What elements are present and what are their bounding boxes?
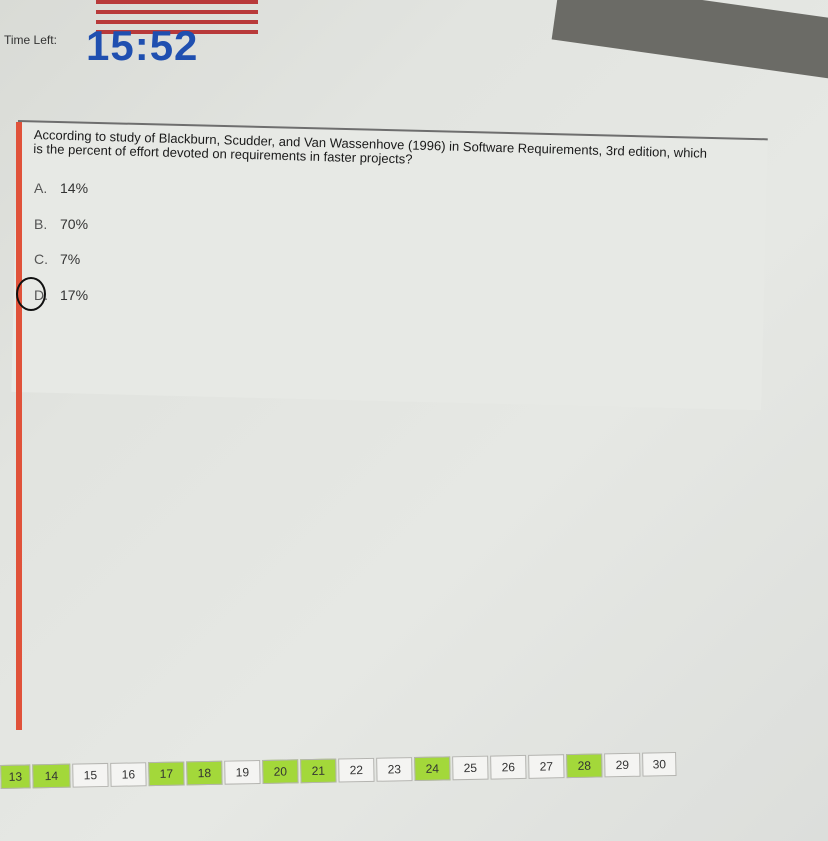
countdown-timer: 15:52 (86, 22, 199, 69)
question-navigator: 13 14 15 16 17 18 19 20 21 22 23 24 25 26 27 28 29 30 (0, 742, 701, 795)
question-nav-button-27[interactable]: 27 (528, 754, 565, 779)
option-value: 70% (60, 215, 89, 232)
question-nav-button-22[interactable]: 22 (338, 757, 375, 783)
question-nav-button-24[interactable]: 24 (414, 756, 451, 782)
question-nav-button-30[interactable]: 30 (642, 752, 677, 777)
question-nav-button-16[interactable]: 16 (110, 762, 147, 787)
question-nav-button-13[interactable]: 13 (0, 764, 31, 789)
option-value: 7% (60, 251, 81, 267)
question-nav-button-14[interactable]: 14 (32, 763, 71, 789)
option-b[interactable]: B. 70% (34, 216, 88, 252)
question-nav-button-19[interactable]: 19 (224, 760, 261, 785)
option-value: 17% (60, 286, 89, 303)
screen-bezel (551, 0, 828, 84)
option-letter: A. (34, 180, 48, 196)
question-nav-button-21[interactable]: 21 (300, 758, 337, 784)
hand-drawn-circle-mark (16, 277, 46, 311)
header-banner (96, 0, 258, 38)
question-nav-button-20[interactable]: 20 (262, 759, 299, 784)
option-value: 14% (60, 180, 89, 196)
question-nav-button-29[interactable]: 29 (604, 752, 641, 778)
option-letter: C. (34, 251, 48, 267)
time-left-label: Time Left: (4, 33, 57, 47)
option-c[interactable]: C. 7% (34, 251, 88, 287)
option-letter: B. (34, 215, 48, 232)
question-nav-button-26[interactable]: 26 (490, 754, 527, 780)
question-nav-button-28[interactable]: 28 (566, 753, 603, 779)
question-nav-button-17[interactable]: 17 (148, 761, 185, 787)
question-nav-button-25[interactable]: 25 (452, 755, 489, 781)
question-nav-button-15[interactable]: 15 (72, 762, 109, 788)
question-nav-button-18[interactable]: 18 (186, 760, 223, 786)
question-nav-button-23[interactable]: 23 (376, 757, 413, 782)
option-a[interactable]: A. 14% (34, 180, 88, 216)
question-accent-bar (16, 122, 22, 730)
